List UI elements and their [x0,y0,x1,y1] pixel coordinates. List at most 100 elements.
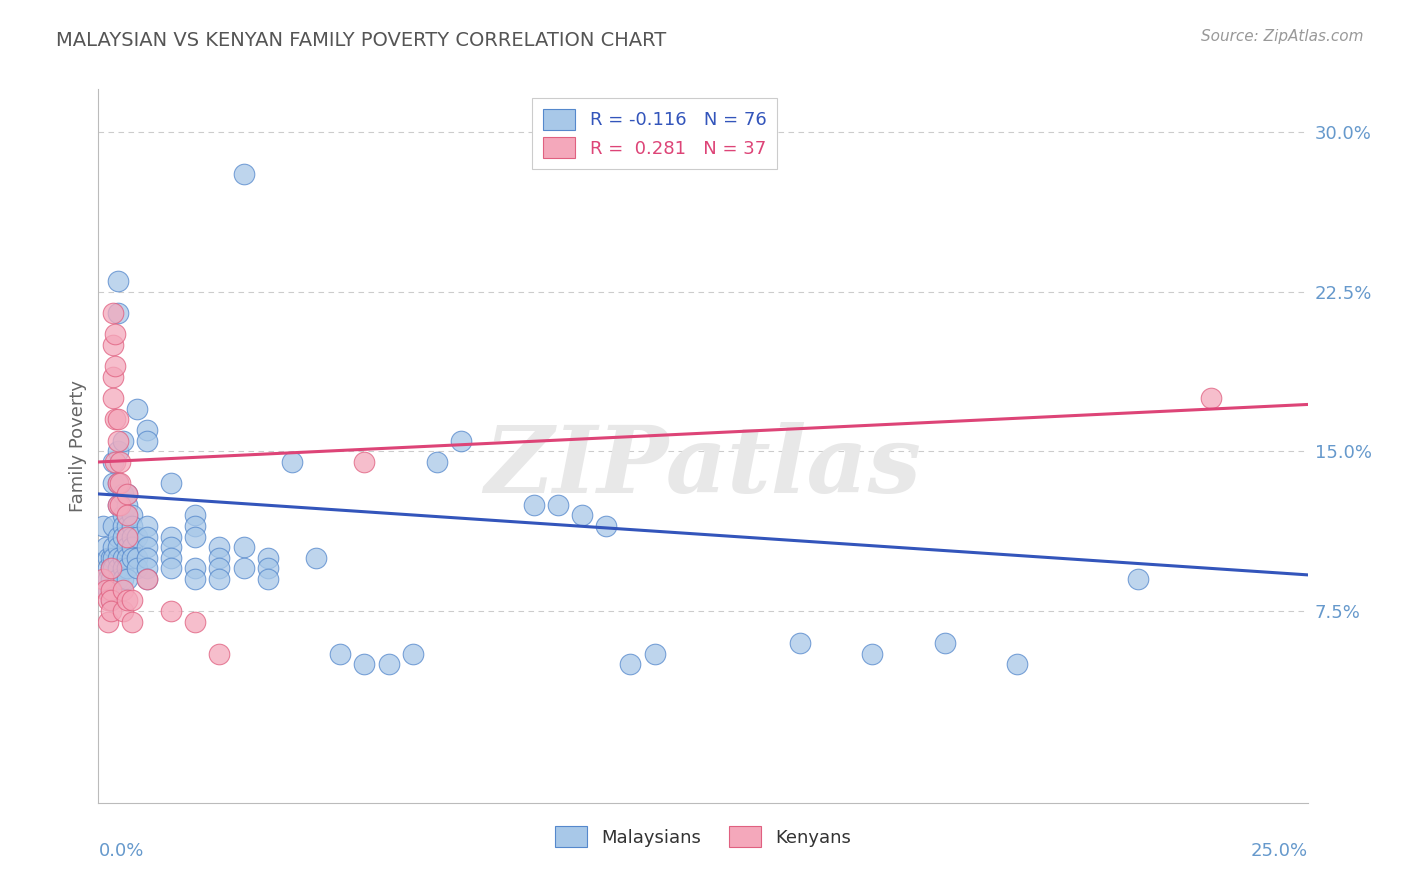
Y-axis label: Family Poverty: Family Poverty [69,380,87,512]
Point [100,604,122,618]
Point [184,519,207,533]
Point [135,434,157,448]
Point [100,550,122,565]
Point [232,561,254,575]
Point [107,306,129,320]
Point [111,561,134,575]
Point [135,550,157,565]
Point [184,508,207,523]
Point [232,168,254,182]
Point [184,615,207,629]
Point [135,529,157,543]
Point [97,593,120,607]
Point [208,561,231,575]
Point [107,444,129,458]
Point [160,476,183,491]
Point [101,369,124,384]
Point [208,550,231,565]
Point [101,561,124,575]
Point [117,487,139,501]
Point [111,582,134,597]
Point [107,550,129,565]
Point [117,572,139,586]
Point [97,615,120,629]
Point [107,540,129,554]
Point [117,593,139,607]
Point [256,561,278,575]
Point [184,561,207,575]
Point [121,529,143,543]
Point [107,498,129,512]
Text: MALAYSIAN VS KENYAN FAMILY POVERTY CORRELATION CHART: MALAYSIAN VS KENYAN FAMILY POVERTY CORRE… [56,31,666,50]
Legend: Malaysians, Kenyans: Malaysians, Kenyans [547,819,859,855]
Point [101,391,124,405]
Point [117,529,139,543]
Point [127,529,149,543]
Point [107,476,129,491]
Point [135,572,157,586]
Point [107,529,129,543]
Point [117,540,139,554]
Point [135,423,157,437]
Point [111,529,134,543]
Point [101,455,124,469]
Point [107,274,129,288]
Point [104,412,127,426]
Point [1128,572,1150,586]
Point [107,498,129,512]
Point [117,487,139,501]
Point [94,540,117,554]
Point [281,455,304,469]
Point [160,540,183,554]
Point [135,572,157,586]
Point [571,508,593,523]
Point [121,519,143,533]
Point [107,561,129,575]
Point [94,582,117,597]
Point [97,550,120,565]
Point [117,519,139,533]
Point [1007,657,1029,672]
Point [101,306,124,320]
Point [934,636,956,650]
Point [135,540,157,554]
Point [107,412,129,426]
Point [121,593,143,607]
Point [117,550,139,565]
Point [184,529,207,543]
Point [256,550,278,565]
Point [111,434,134,448]
Point [121,508,143,523]
Point [108,476,131,491]
Point [160,561,183,575]
Point [97,561,120,575]
Point [208,540,231,554]
Point [160,529,183,543]
Point [305,550,328,565]
Point [595,519,617,533]
Point [789,636,811,650]
Point [184,572,207,586]
Point [426,455,449,469]
Point [104,359,127,373]
Point [111,604,134,618]
Point [127,550,149,565]
Point [523,498,546,512]
Point [100,561,122,575]
Text: 0.0%: 0.0% [98,842,143,860]
Point [111,487,134,501]
Point [101,476,124,491]
Point [619,657,641,672]
Point [101,338,124,352]
Point [111,550,134,565]
Point [127,401,149,416]
Point [644,647,666,661]
Point [232,540,254,554]
Point [100,593,122,607]
Point [104,455,127,469]
Point [547,498,569,512]
Point [256,572,278,586]
Point [100,582,122,597]
Point [111,508,134,523]
Point [107,434,129,448]
